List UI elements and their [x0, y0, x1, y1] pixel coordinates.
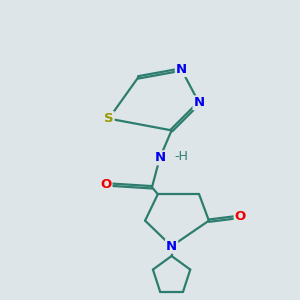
- Text: N: N: [166, 240, 177, 253]
- Text: N: N: [176, 63, 187, 76]
- Text: O: O: [235, 210, 246, 223]
- Text: N: N: [194, 96, 205, 110]
- Text: O: O: [100, 178, 112, 191]
- Text: S: S: [104, 112, 114, 125]
- Text: -H: -H: [175, 150, 188, 164]
- Text: N: N: [154, 152, 165, 164]
